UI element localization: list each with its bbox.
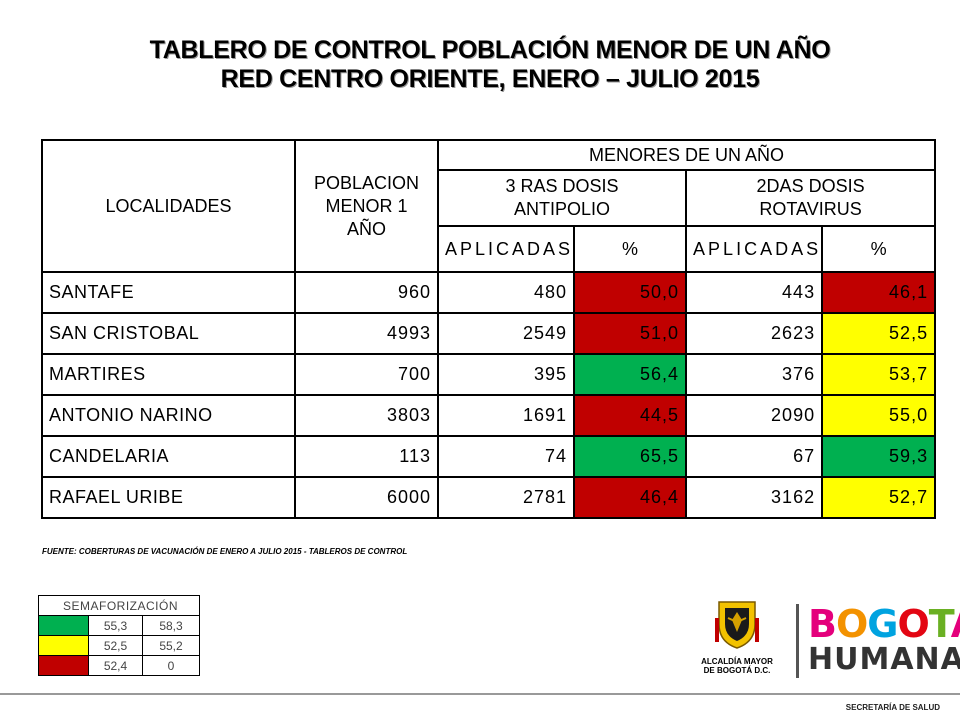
alcaldia-logo: ALCALDÍA MAYOR DE BOGOTÁ D.C. bbox=[692, 598, 782, 675]
rotavirus-pct-cell: 59,3 bbox=[821, 435, 937, 478]
rotavirus-aplicadas-cell: 443 bbox=[685, 271, 824, 314]
alcaldia-label: ALCALDÍA MAYOR DE BOGOTÁ D.C. bbox=[701, 657, 773, 675]
legend-value: 58,3 bbox=[142, 615, 200, 636]
header-aplicadas-2: APLICADAS bbox=[685, 225, 824, 273]
legend-swatch bbox=[38, 635, 89, 656]
antipolio-aplicadas-cell: 74 bbox=[436, 435, 576, 478]
header-pct-2: % bbox=[821, 225, 937, 273]
table-row: RAFAEL URIBE 6000 2781 46,4 3162 52,7 bbox=[41, 476, 937, 519]
rotavirus-aplicadas-cell: 3162 bbox=[685, 476, 824, 519]
antipolio-aplicadas-cell: 480 bbox=[436, 271, 576, 314]
footer-label: SECRETARÍA DE SALUD bbox=[845, 703, 940, 712]
rotavirus-aplicadas-cell: 2090 bbox=[685, 394, 824, 437]
antipolio-pct-cell: 56,4 bbox=[573, 353, 688, 396]
table-row: SAN CRISTOBAL 4993 2549 51,0 2623 52,5 bbox=[41, 312, 937, 355]
antipolio-aplicadas-cell: 1691 bbox=[436, 394, 576, 437]
legend-row: 52,4 0 bbox=[38, 655, 200, 676]
header-poblacion: POBLACION MENOR 1 AÑO bbox=[294, 139, 439, 273]
table-row: MARTIRES 700 395 56,4 376 53,7 bbox=[41, 353, 937, 396]
antipolio-aplicadas-cell: 2781 bbox=[436, 476, 576, 519]
localidad-cell: SANTAFE bbox=[41, 271, 296, 314]
rotavirus-aplicadas-cell: 2623 bbox=[685, 312, 824, 355]
localidad-cell: MARTIRES bbox=[41, 353, 296, 396]
header-aplicadas-1: APLICADAS bbox=[436, 225, 576, 273]
poblacion-cell: 113 bbox=[294, 435, 439, 478]
semaforizacion-legend: SEMAFORIZACIÓN 55,3 58,3 52,5 55,2 52,4 0 bbox=[38, 595, 200, 676]
antipolio-pct-cell: 46,4 bbox=[573, 476, 688, 519]
localidad-cell: CANDELARIA bbox=[41, 435, 296, 478]
poblacion-cell: 700 bbox=[294, 353, 439, 396]
header-localidades: LOCALIDADES bbox=[41, 139, 296, 273]
page-title-line1: TABLERO DE CONTROL POBLACIÓN MENOR DE UN… bbox=[149, 36, 831, 64]
localidad-cell: RAFAEL URIBE bbox=[41, 476, 296, 519]
rotavirus-aplicadas-cell: 67 bbox=[685, 435, 824, 478]
antipolio-pct-cell: 51,0 bbox=[573, 312, 688, 355]
antipolio-pct-cell: 50,0 bbox=[573, 271, 688, 314]
localidad-cell: ANTONIO NARINO bbox=[41, 394, 296, 437]
rotavirus-pct-cell: 52,5 bbox=[821, 312, 937, 355]
legend-value: 52,4 bbox=[88, 655, 143, 676]
antipolio-pct-cell: 65,5 bbox=[573, 435, 688, 478]
header-menores-un-ano: MENORES DE UN AÑO bbox=[436, 139, 937, 171]
legend-swatch bbox=[38, 655, 89, 676]
bogota-wordmark: BOGOTÁ bbox=[808, 602, 960, 646]
header-antipolio: 3 RAS DOSIS ANTIPOLIO bbox=[436, 169, 688, 227]
antipolio-aplicadas-cell: 395 bbox=[436, 353, 576, 396]
page-title-line2: RED CENTRO ORIENTE, ENERO – JULIO 2015 bbox=[220, 65, 760, 93]
table-row: CANDELARIA 113 74 65,5 67 59,3 bbox=[41, 435, 937, 478]
source-note: FUENTE: COBERTURAS DE VACUNACIÓN DE ENER… bbox=[42, 547, 408, 556]
coat-of-arms-icon bbox=[715, 601, 759, 649]
legend-value: 55,2 bbox=[142, 635, 200, 656]
legend-title: SEMAFORIZACIÓN bbox=[38, 595, 200, 616]
logo-divider bbox=[796, 604, 799, 678]
legend-value: 52,5 bbox=[88, 635, 143, 656]
poblacion-cell: 4993 bbox=[294, 312, 439, 355]
header-pct-1: % bbox=[573, 225, 688, 273]
antipolio-pct-cell: 44,5 bbox=[573, 394, 688, 437]
control-table: LOCALIDADES POBLACION MENOR 1 AÑO MENORE… bbox=[41, 139, 937, 519]
localidad-cell: SAN CRISTOBAL bbox=[41, 312, 296, 355]
rotavirus-aplicadas-cell: 376 bbox=[685, 353, 824, 396]
legend-swatch bbox=[38, 615, 89, 636]
poblacion-cell: 6000 bbox=[294, 476, 439, 519]
antipolio-aplicadas-cell: 2549 bbox=[436, 312, 576, 355]
table-row: ANTONIO NARINO 3803 1691 44,5 2090 55,0 bbox=[41, 394, 937, 437]
poblacion-cell: 960 bbox=[294, 271, 439, 314]
footer-rule bbox=[0, 693, 960, 695]
rotavirus-pct-cell: 53,7 bbox=[821, 353, 937, 396]
rotavirus-pct-cell: 55,0 bbox=[821, 394, 937, 437]
legend-value: 0 bbox=[142, 655, 200, 676]
legend-value: 55,3 bbox=[88, 615, 143, 636]
rotavirus-pct-cell: 46,1 bbox=[821, 271, 937, 314]
legend-row: 52,5 55,2 bbox=[38, 635, 200, 656]
table-row: SANTAFE 960 480 50,0 443 46,1 bbox=[41, 271, 937, 314]
rotavirus-pct-cell: 52,7 bbox=[821, 476, 937, 519]
header-rotavirus: 2DAS DOSIS ROTAVIRUS bbox=[685, 169, 937, 227]
humana-wordmark: HUMANA bbox=[808, 642, 960, 677]
legend-row: 55,3 58,3 bbox=[38, 615, 200, 636]
poblacion-cell: 3803 bbox=[294, 394, 439, 437]
bogota-humana-logo: BOGOTÁ HUMANA bbox=[808, 604, 960, 676]
